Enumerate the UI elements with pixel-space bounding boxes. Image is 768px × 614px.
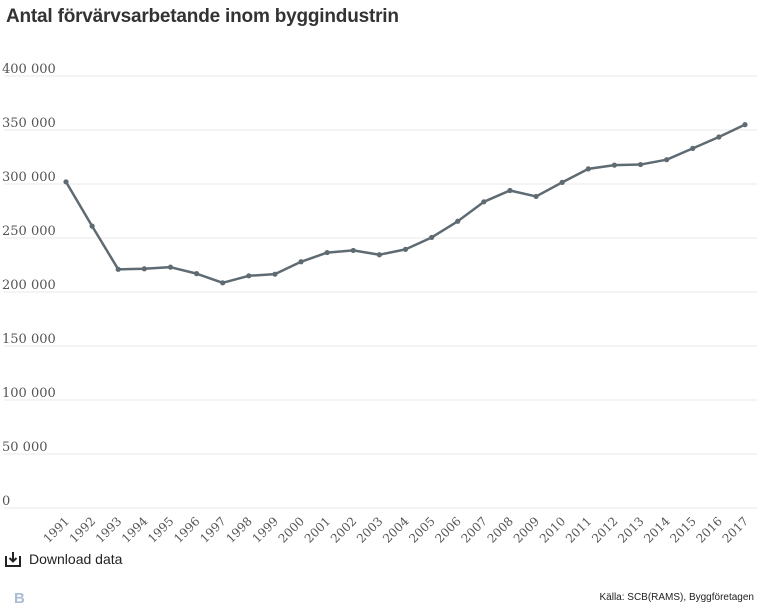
x-tick-label: 2011 xyxy=(563,514,594,545)
x-tick-label: 2002 xyxy=(328,514,359,545)
chart-title: Antal förvärvsarbetande inom byggindustr… xyxy=(6,6,399,27)
download-icon xyxy=(4,550,22,568)
data-point xyxy=(559,179,565,185)
data-point xyxy=(481,199,487,205)
data-point xyxy=(611,162,618,168)
download-data-button[interactable]: Download data xyxy=(4,550,122,568)
series-line xyxy=(64,123,746,285)
data-point xyxy=(246,273,252,279)
data-point xyxy=(193,271,200,277)
y-tick-label: 300 000 xyxy=(2,170,56,185)
x-tick-label: 2001 xyxy=(302,514,333,545)
data-point xyxy=(664,157,670,163)
x-tick-label: 2007 xyxy=(458,514,489,545)
x-tick-label: 2014 xyxy=(641,514,673,546)
x-tick-label: 2013 xyxy=(615,514,646,545)
y-tick-label: 200 000 xyxy=(2,278,56,293)
y-tick-label: 0 xyxy=(2,494,10,509)
x-tick-label: 1995 xyxy=(145,514,176,545)
x-tick-label: 2000 xyxy=(276,514,307,545)
x-tick-label: 1998 xyxy=(223,514,254,545)
x-tick-label: 1991 xyxy=(41,514,72,545)
data-point xyxy=(533,193,539,200)
y-tick-label: 150 000 xyxy=(2,332,56,347)
data-point xyxy=(585,166,591,172)
x-tick-label: 2004 xyxy=(380,514,412,546)
data-point xyxy=(324,249,330,256)
data-point xyxy=(115,266,121,272)
x-tick-label: 2005 xyxy=(406,514,437,545)
x-tick-label: 2017 xyxy=(720,514,751,545)
data-point xyxy=(637,161,644,168)
x-tick-label: 1994 xyxy=(119,514,151,546)
data-point xyxy=(63,179,69,185)
x-tick-label: 1996 xyxy=(171,514,202,545)
data-point xyxy=(89,223,95,229)
data-point xyxy=(690,145,696,151)
x-tick-label: 2008 xyxy=(485,514,516,545)
y-tick-label: 400 000 xyxy=(2,62,56,77)
data-point xyxy=(298,259,304,265)
data-point xyxy=(376,252,382,258)
download-label: Download data xyxy=(29,551,123,567)
brand-logo: B xyxy=(14,590,25,607)
data-point xyxy=(455,218,461,224)
x-tick-label: 1997 xyxy=(197,514,228,545)
x-tick-label: 1992 xyxy=(67,514,98,545)
data-point xyxy=(742,122,748,128)
y-tick-label: 350 000 xyxy=(2,116,56,131)
x-tick-label: 2009 xyxy=(511,514,542,545)
x-tick-label: 2003 xyxy=(354,514,385,545)
line-chart: 0 50 000 100 000 150 000 200 000 250 000 300 0… xyxy=(2,62,757,546)
x-tick-label: 1999 xyxy=(250,514,281,545)
data-point xyxy=(167,264,174,270)
y-tick-label: 100 000 xyxy=(2,386,56,401)
y-tick-label: 50 000 xyxy=(2,440,48,455)
data-point xyxy=(220,280,226,286)
data-point xyxy=(272,271,278,277)
x-tick-label: 2006 xyxy=(432,514,463,545)
data-point xyxy=(507,187,513,194)
x-tick-label: 2010 xyxy=(537,514,568,545)
x-tick-label: 2016 xyxy=(694,514,725,545)
data-point xyxy=(350,247,356,254)
data-point xyxy=(141,266,147,272)
source-note: Källa: SCB(RAMS), Byggföretagen xyxy=(599,592,754,603)
x-tick-label: 1993 xyxy=(93,514,124,545)
data-point xyxy=(429,234,435,241)
data-point xyxy=(402,246,409,252)
data-point xyxy=(716,134,722,140)
x-tick-label: 2012 xyxy=(589,514,620,545)
x-tick-label: 2015 xyxy=(667,514,698,545)
y-tick-label: 250 000 xyxy=(2,224,56,239)
